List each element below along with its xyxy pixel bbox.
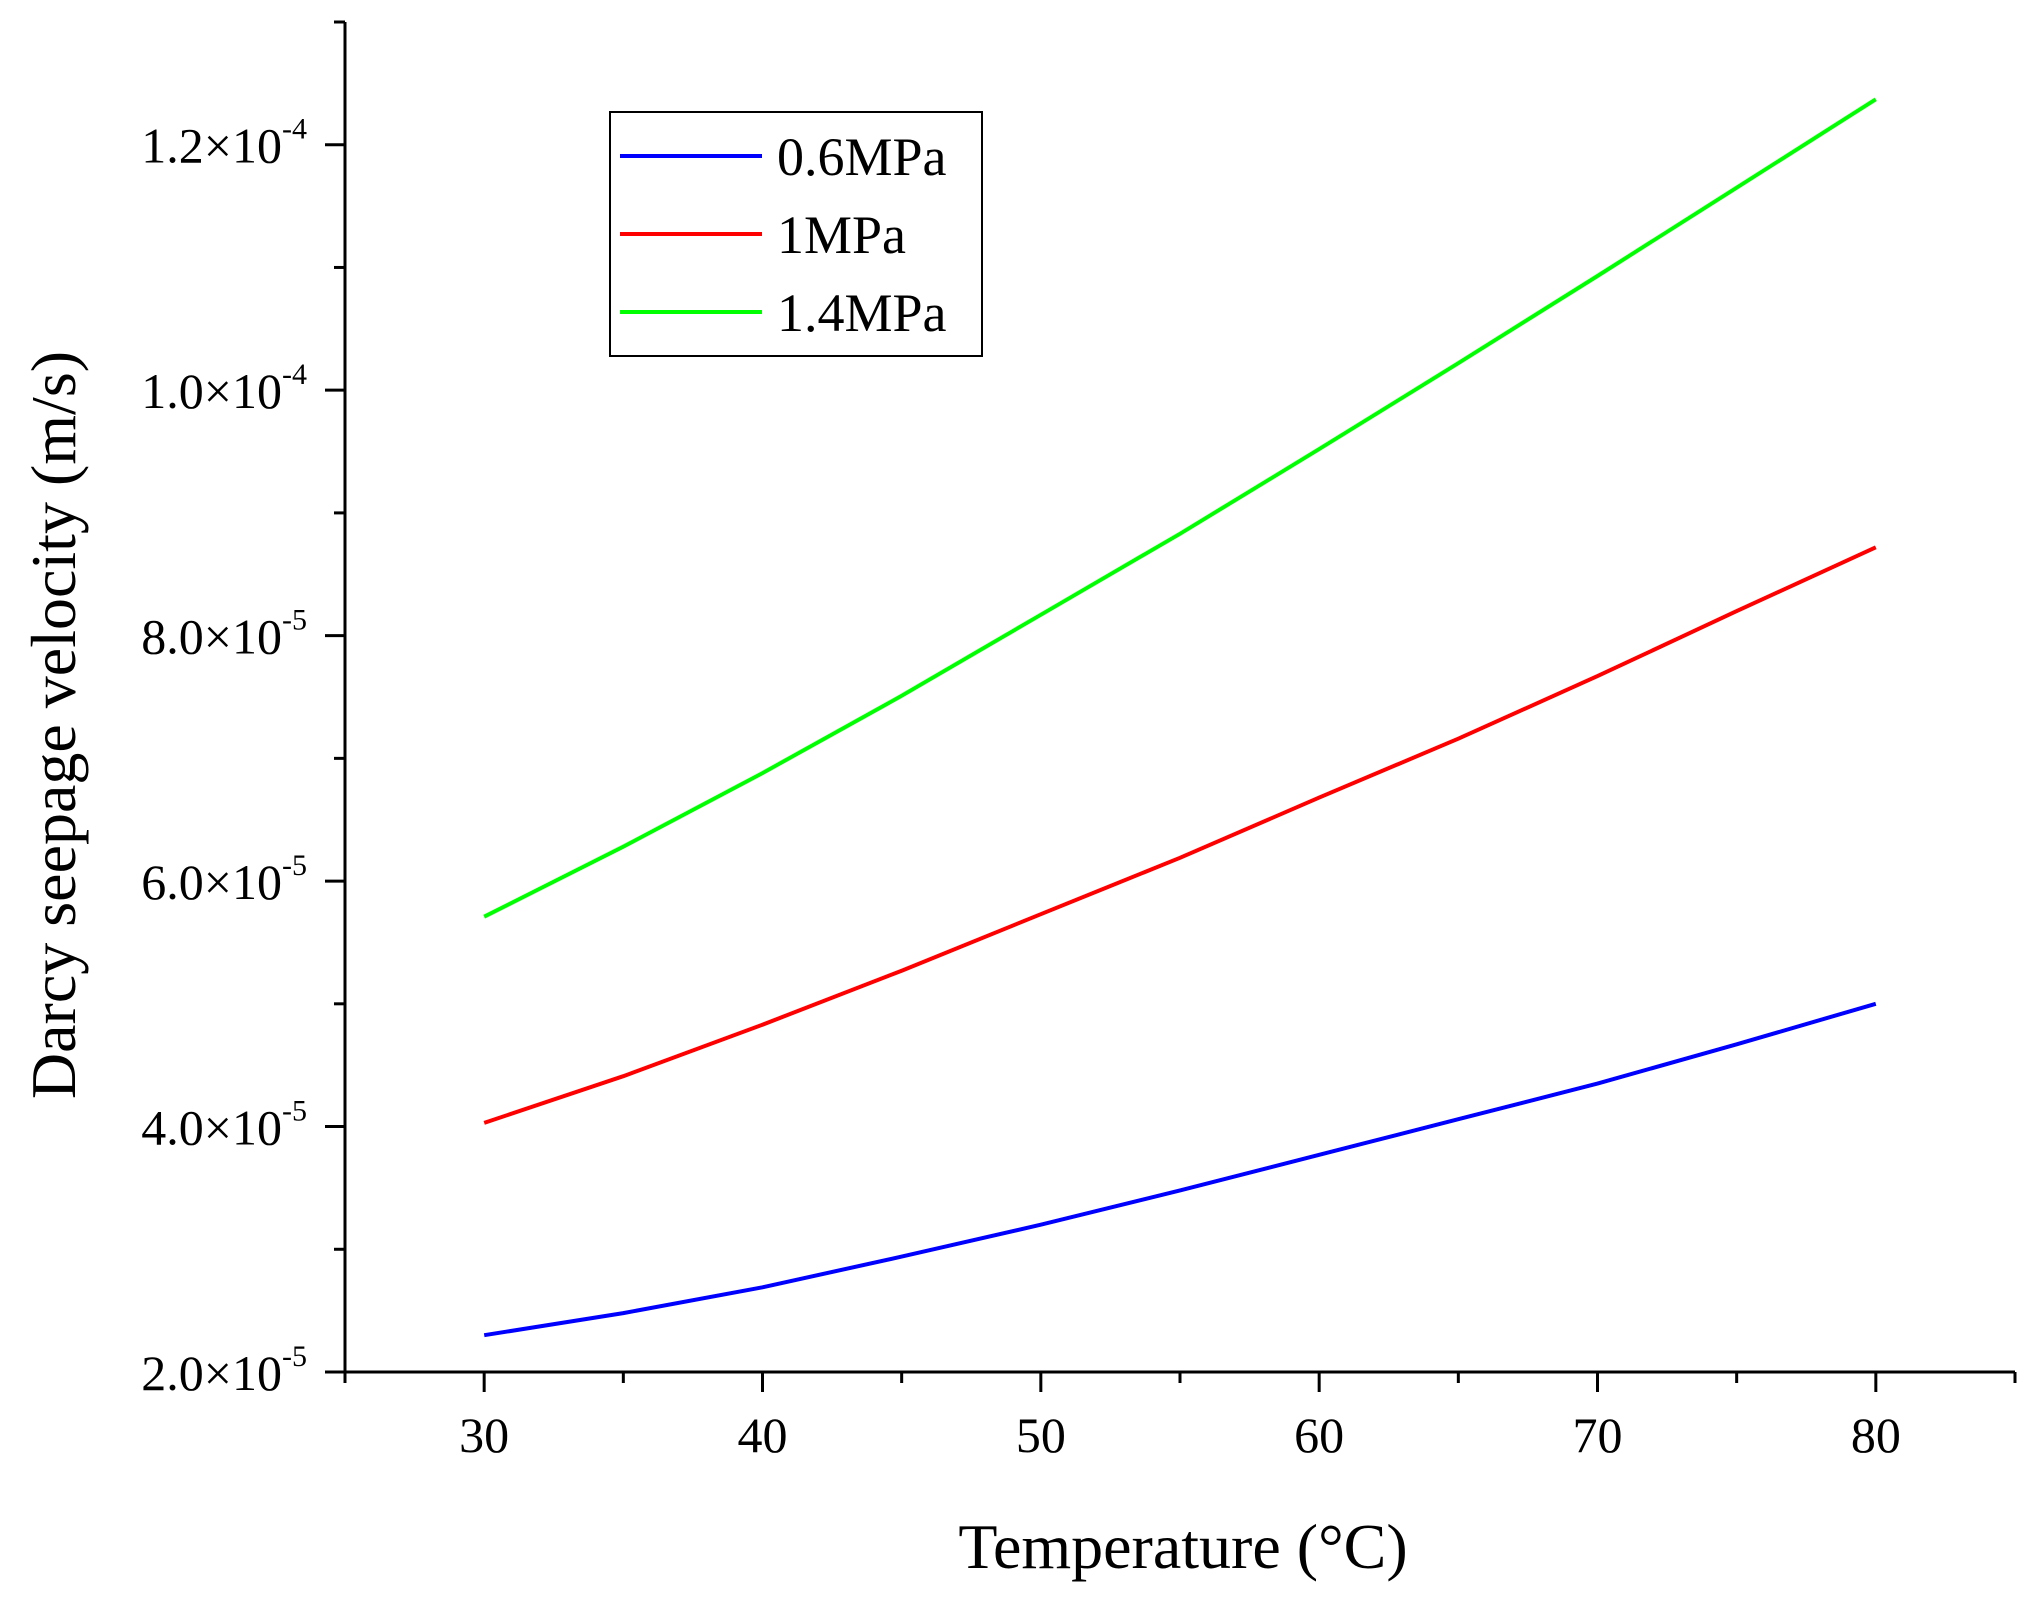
y-axis-ticks: 2.0×10-5 4.0×10-5 6.0×10-5 8.0×10-5 1.0×10-4… <box>141 20 345 1401</box>
x-tick-label: 30 <box>459 1407 509 1463</box>
y-tick-label: 6.0×10-5 <box>141 849 307 910</box>
x-tick-label: 40 <box>738 1407 788 1463</box>
y-axis-title: Darcy seepage velocity (m/s) <box>18 351 89 1099</box>
legend-label: 1MPa <box>777 205 906 265</box>
y-tick-label: 4.0×10-5 <box>141 1095 307 1156</box>
series-line-1.4MPa <box>483 97 1877 919</box>
x-tick-label: 70 <box>1573 1407 1623 1463</box>
x-tick-label: 60 <box>1294 1407 1344 1463</box>
series-lines <box>483 97 1877 1338</box>
series-line-0.6MPa <box>483 1001 1877 1338</box>
y-tick-label: 1.0×10-4 <box>141 358 307 419</box>
y-tick-label: 1.2×10-4 <box>141 113 307 174</box>
y-tick-label: 2.0×10-5 <box>141 1340 307 1401</box>
x-axis-ticks: 30 40 50 60 70 80 <box>343 1372 2017 1463</box>
series-line-1MPa <box>483 545 1877 1125</box>
legend: 0.6MPa 1MPa 1.4MPa <box>609 111 983 357</box>
x-tick-label: 50 <box>1016 1407 1066 1463</box>
x-tick-label: 80 <box>1851 1407 1901 1463</box>
x-axis-title: Temperature (°C) <box>958 1511 1407 1582</box>
legend-label: 0.6MPa <box>777 127 947 187</box>
y-tick-label: 8.0×10-5 <box>141 604 307 665</box>
legend-label: 1.4MPa <box>777 283 947 343</box>
